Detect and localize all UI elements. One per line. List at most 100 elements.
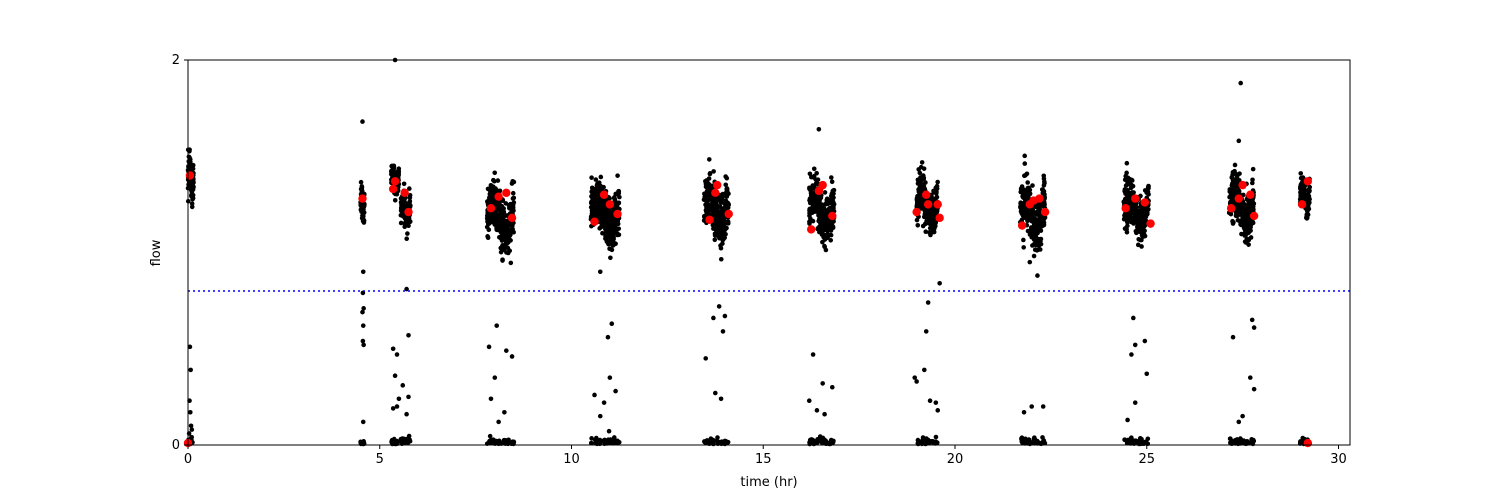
raw-data-point bbox=[600, 230, 605, 236]
raw-data-point bbox=[1232, 162, 1238, 168]
raw-data-point bbox=[494, 323, 500, 328]
raw-data-point bbox=[487, 191, 493, 197]
raw-data-point bbox=[725, 191, 731, 196]
raw-data-point bbox=[400, 200, 405, 206]
raw-data-point bbox=[807, 198, 812, 203]
raw-data-point bbox=[930, 439, 936, 444]
raw-data-point bbox=[822, 411, 827, 417]
raw-data-point bbox=[597, 413, 603, 419]
y-tick-label: 0 bbox=[172, 438, 180, 453]
raw-data-point bbox=[1249, 317, 1255, 323]
raw-data-point bbox=[919, 176, 925, 182]
summary-data-point bbox=[358, 194, 367, 203]
raw-data-point bbox=[816, 224, 822, 230]
raw-data-point bbox=[934, 208, 939, 214]
raw-data-point bbox=[819, 232, 825, 237]
raw-data-point bbox=[487, 221, 492, 226]
raw-data-point bbox=[1124, 219, 1130, 225]
raw-data-point bbox=[1143, 212, 1149, 218]
raw-data-point bbox=[589, 211, 595, 217]
raw-data-point bbox=[499, 228, 505, 234]
raw-data-point bbox=[829, 384, 835, 390]
raw-data-point bbox=[604, 222, 609, 228]
raw-data-point bbox=[937, 281, 942, 286]
raw-data-point bbox=[490, 440, 495, 446]
raw-data-point bbox=[404, 411, 409, 417]
raw-data-point bbox=[496, 219, 501, 225]
raw-data-point bbox=[601, 400, 607, 405]
raw-data-point bbox=[612, 435, 617, 440]
raw-data-point bbox=[1029, 404, 1034, 409]
raw-data-point bbox=[715, 212, 720, 218]
raw-data-point bbox=[1242, 202, 1247, 207]
raw-data-point bbox=[599, 202, 605, 208]
raw-data-point bbox=[485, 216, 491, 221]
raw-data-point bbox=[1307, 196, 1312, 202]
raw-data-point bbox=[492, 187, 497, 193]
raw-data-point bbox=[1237, 207, 1243, 213]
raw-data-point bbox=[506, 231, 512, 237]
raw-data-point bbox=[361, 213, 366, 219]
raw-data-point bbox=[616, 232, 622, 238]
raw-data-point bbox=[406, 332, 411, 338]
raw-data-point bbox=[1022, 153, 1028, 159]
raw-data-point bbox=[807, 221, 812, 226]
raw-data-point bbox=[598, 197, 604, 203]
raw-data-point bbox=[1132, 400, 1138, 405]
raw-data-point bbox=[922, 367, 927, 373]
raw-data-point bbox=[914, 379, 919, 384]
raw-data-point bbox=[189, 204, 195, 210]
summary-data-point bbox=[923, 200, 933, 209]
raw-data-point bbox=[501, 221, 506, 226]
raw-data-point bbox=[1245, 223, 1250, 229]
x-tick-label: 25 bbox=[1138, 452, 1155, 467]
raw-data-point bbox=[186, 182, 191, 187]
raw-data-point bbox=[923, 329, 929, 334]
summary-data-point bbox=[1017, 221, 1027, 230]
raw-data-point bbox=[1041, 440, 1047, 446]
raw-data-point bbox=[714, 221, 719, 227]
raw-data-point bbox=[1125, 417, 1130, 423]
raw-data-point bbox=[607, 196, 612, 201]
raw-data-point bbox=[604, 440, 610, 445]
summary-data-point bbox=[590, 217, 599, 226]
raw-data-point bbox=[1250, 177, 1255, 183]
raw-data-point bbox=[716, 197, 722, 203]
raw-data-point bbox=[187, 344, 193, 350]
raw-data-point bbox=[703, 179, 708, 184]
raw-data-point bbox=[701, 213, 707, 219]
raw-data-point bbox=[1034, 440, 1040, 445]
raw-data-point bbox=[1033, 239, 1038, 245]
raw-data-point bbox=[1298, 440, 1303, 445]
raw-data-point bbox=[609, 321, 615, 327]
raw-data-point bbox=[915, 441, 921, 447]
raw-data-point bbox=[401, 181, 407, 187]
raw-data-point bbox=[1240, 413, 1245, 419]
raw-data-point bbox=[933, 434, 939, 440]
y-tick-label: 2 bbox=[172, 53, 180, 68]
y-axis-label: flow bbox=[149, 239, 164, 266]
raw-data-point bbox=[703, 208, 709, 213]
raw-data-point bbox=[1031, 253, 1037, 259]
raw-data-point bbox=[588, 440, 594, 446]
raw-data-point bbox=[935, 179, 940, 185]
raw-data-point bbox=[1127, 190, 1133, 196]
raw-data-point bbox=[1027, 259, 1033, 265]
raw-data-point bbox=[511, 195, 517, 201]
raw-data-point bbox=[1122, 226, 1128, 231]
summary-flow-series bbox=[183, 171, 1313, 448]
raw-data-point bbox=[1030, 183, 1035, 188]
raw-data-point bbox=[1028, 229, 1034, 235]
raw-data-point bbox=[1025, 217, 1031, 223]
raw-data-point bbox=[1124, 440, 1130, 446]
x-tick-label: 15 bbox=[755, 452, 772, 467]
raw-data-point bbox=[817, 206, 822, 211]
summary-data-point bbox=[1121, 204, 1130, 213]
raw-data-point bbox=[1138, 237, 1144, 242]
raw-data-point bbox=[717, 224, 722, 230]
raw-data-point bbox=[1128, 185, 1134, 191]
raw-data-point bbox=[494, 227, 500, 233]
raw-data-point bbox=[1122, 188, 1127, 194]
x-tick-label: 0 bbox=[184, 452, 192, 467]
raw-data-point bbox=[360, 218, 366, 224]
